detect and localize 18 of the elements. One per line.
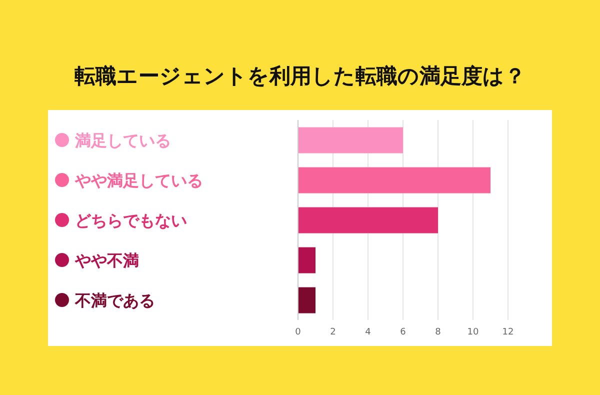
bar <box>298 287 316 314</box>
bar <box>298 247 316 274</box>
y-tick-label: やや満足している <box>74 171 203 190</box>
x-tick-label: 0 <box>295 327 302 338</box>
y-tick-label: 満足している <box>74 131 171 150</box>
x-tick-label: 10 <box>467 327 479 338</box>
bar <box>298 207 438 234</box>
x-tick-label: 2 <box>330 327 336 338</box>
bar <box>298 167 490 194</box>
x-tick-label: 6 <box>400 327 406 338</box>
chart-title: 転職エージェントを利用した転職の満足度は？ <box>74 63 526 90</box>
y-tick-label: どちらでもない <box>75 211 187 230</box>
bar <box>298 127 403 154</box>
x-tick-label: 8 <box>435 327 442 338</box>
y-tick-label: 不満である <box>74 291 155 310</box>
x-tick-label: 12 <box>502 327 514 338</box>
x-tick-label: 4 <box>365 327 372 338</box>
y-tick-label: やや不満 <box>74 251 139 270</box>
